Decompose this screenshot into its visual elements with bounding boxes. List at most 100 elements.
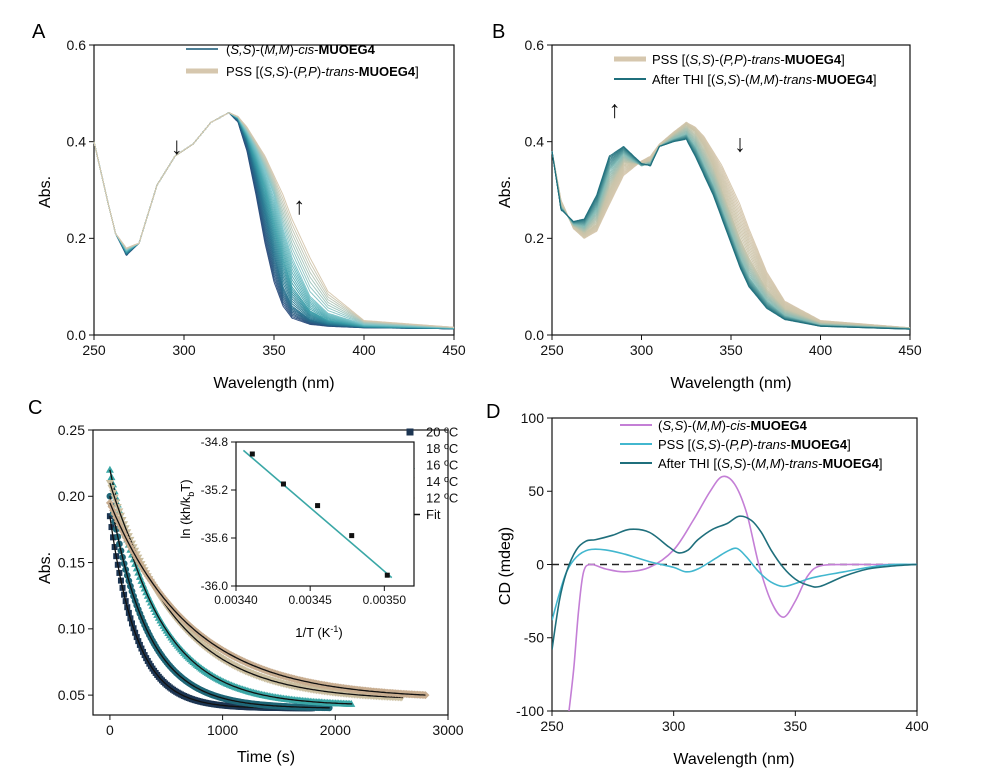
x-tick-label: 0.00345 [288, 593, 332, 607]
y-tick-label: 0.0 [525, 327, 545, 343]
y-tick-label: 0.6 [67, 37, 87, 53]
data-point [106, 492, 114, 500]
panel-c-inset-ylabel: ln (kh/kbT) [178, 479, 196, 538]
trend-arrow: ↓ [171, 133, 183, 160]
cd-line [552, 547, 917, 621]
legend-label: Fit [426, 507, 441, 522]
fit-line [109, 469, 353, 705]
trend-arrow: ↑ [293, 193, 305, 220]
panel-c-xlabel: Time (s) [237, 749, 295, 766]
panel-a-ylabel: Abs. [37, 176, 54, 208]
panel-b-plot: 250 300 350 400 450 0.0 0.2 0.4 0.6 ↑ ↓ [525, 37, 922, 358]
x-tick-label: 450 [898, 342, 922, 358]
x-tick-label: 350 [262, 342, 286, 358]
panel-a-plot: 250 300 350 400 450 0.0 0.2 0.4 0.6 ↓ ↑ [67, 37, 466, 358]
y-tick-label: 0.25 [58, 422, 85, 438]
inset-background [236, 442, 414, 586]
y-tick-label: -34.8 [201, 435, 229, 449]
x-tick-label: 300 [662, 718, 686, 734]
y-tick-label: -100 [516, 703, 544, 719]
spectrum-line [93, 112, 455, 328]
x-tick-label: 450 [442, 342, 466, 358]
x-tick-label: 300 [172, 342, 196, 358]
data-point [105, 465, 114, 473]
x-tick-label: 250 [540, 342, 564, 358]
x-tick-label: 350 [784, 718, 808, 734]
fit-line [109, 496, 330, 709]
spectrum-line [551, 138, 911, 330]
legend-label: 20 ºC [426, 425, 458, 440]
x-tick-label: 350 [719, 342, 743, 358]
x-tick-label: 300 [630, 342, 654, 358]
y-tick-label: 0.6 [525, 37, 545, 53]
x-tick-label: 400 [352, 342, 376, 358]
legend-label: 16 ºC [426, 458, 458, 473]
panel-d-xlabel: Wavelength (nm) [673, 751, 794, 768]
cd-line [552, 515, 917, 650]
x-tick-label: 0.00350 [363, 593, 407, 607]
y-tick-label: 0.0 [67, 327, 87, 343]
inset-data-point [280, 481, 286, 487]
panel-d-legend: (S,S)-(M,M)-cis-MUOEG4 PSS [(S,S)-(P,P)-… [620, 418, 882, 471]
trend-arrow: ↓ [734, 130, 746, 157]
legend-label: 14 ºC [426, 474, 458, 489]
panel-b-legend-entry-1: PSS [(S,S)-(P,P)-trans-MUOEG4] [652, 52, 845, 67]
panel-letter-a: A [32, 21, 46, 43]
x-tick-label: 2000 [320, 722, 351, 738]
fit-line [109, 502, 426, 696]
inset-data-point [384, 572, 390, 578]
panel-d-plot: 250 300 350 400 -100 -50 0 50 100 [516, 410, 929, 734]
panel-a-legend-entry-2: PSS [(S,S)-(P,P)-trans-MUOEG4] [226, 64, 419, 79]
y-tick-label: 0 [536, 556, 544, 572]
panel-d-legend-entry-1: (S,S)-(M,M)-cis-MUOEG4 [658, 418, 808, 433]
panel-a-legend-entry-1: (S,S)-(M,M)-cis-MUOEG4 [226, 42, 376, 57]
panel-a: 250 300 350 400 450 0.0 0.2 0.4 0.6 ↓ ↑ Wavelength… [37, 37, 466, 392]
panel-a-xlabel: Wavelength (nm) [213, 375, 334, 392]
cd-line [568, 475, 917, 711]
x-tick-label: 1000 [207, 722, 238, 738]
x-tick-label: 0.00340 [214, 593, 258, 607]
plot-frame [92, 429, 449, 716]
inset-data-point [349, 533, 355, 539]
panel-a-legend: (S,S)-(M,M)-cis-MUOEG4 PSS [(S,S)-(P,P)-… [186, 42, 419, 79]
panel-d-legend-entry-2: PSS [(S,S)-(P,P)-trans-MUOEG4] [658, 437, 851, 452]
panel-d: 250 300 350 400 -100 -50 0 50 100 Wavelength (nm… [497, 410, 929, 768]
y-tick-label: 0.15 [58, 554, 85, 570]
panel-d-ylabel: CD (mdeg) [497, 527, 514, 605]
panel-d-legend-entry-3: After THI [(S,S)-(M,M)-trans-MUOEG4] [658, 456, 882, 471]
data-point [106, 513, 113, 520]
x-tick-label: 400 [809, 342, 833, 358]
inset-data-point [315, 503, 321, 509]
panel-c-ylabel: Abs. [37, 552, 54, 584]
panel-b: 250 300 350 400 450 0.0 0.2 0.4 0.6 ↑ ↓ Wavelength… [497, 37, 922, 392]
y-tick-label: 100 [521, 410, 545, 426]
legend-label: 18 ºC [426, 441, 458, 456]
x-tick-label: 400 [905, 718, 929, 734]
panel-letter-b: B [492, 21, 505, 43]
x-tick-label: 250 [82, 342, 106, 358]
y-tick-label: 0.2 [525, 230, 545, 246]
y-tick-label: 0.10 [58, 621, 85, 637]
panel-b-xlabel: Wavelength (nm) [670, 375, 791, 392]
y-tick-label: 50 [528, 483, 544, 499]
panel-letter-d: D [486, 401, 500, 423]
x-tick-label: 250 [540, 718, 564, 734]
panel-c: 0 1000 2000 3000 0.05 0.10 0.15 0.20 0.25 Time (… [37, 422, 464, 766]
y-tick-label: -35.6 [201, 531, 229, 545]
inset-data-point [249, 451, 255, 457]
y-tick-label: 0.2 [67, 230, 87, 246]
inset-fit-line [242, 449, 393, 579]
panel-letter-c: C [28, 397, 42, 419]
x-tick-label: 0 [106, 722, 114, 738]
y-tick-label: 0.05 [58, 687, 85, 703]
panel-b-legend: PSS [(S,S)-(P,P)-trans-MUOEG4] After THI… [614, 52, 876, 87]
x-tick-label: 3000 [432, 722, 463, 738]
y-tick-label: -35.2 [201, 483, 229, 497]
plot-frame [235, 441, 415, 587]
y-tick-label: -50 [524, 630, 544, 646]
panel-c-inset-xlabel: 1/T (K-1) [295, 624, 343, 640]
y-tick-label: -36.0 [201, 579, 229, 593]
y-tick-label: 0.4 [67, 134, 87, 150]
